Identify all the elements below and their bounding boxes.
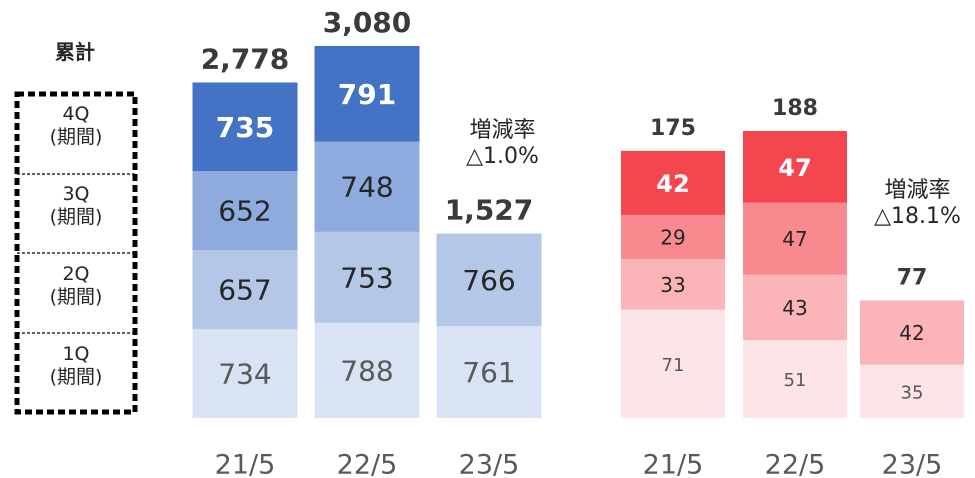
bar-segment [192,171,298,250]
bar-segment [621,259,725,310]
data-label: 657 [218,274,271,307]
x-tick-label: 23/5 [882,450,943,478]
bar-segment [314,46,420,142]
bar-segment [621,214,725,260]
x-tick-label: 22/5 [765,450,826,478]
data-label: 42 [899,321,924,345]
data-label: 43 [782,296,807,320]
data-label: 652 [218,195,271,228]
bar-segment [743,202,847,275]
data-label: 35 [901,382,924,403]
x-tick-label: 21/5 [643,450,704,478]
legend-label: 2Q (期間) [49,263,103,308]
total-label: 1,527 [445,194,534,227]
bar-segment [743,131,847,203]
bar-segment [621,150,725,215]
bar-segment [621,309,725,418]
data-label: 51 [784,370,807,391]
data-label: 766 [462,264,515,297]
legend-label: 1Q (期間) [49,343,103,388]
data-label: 47 [778,154,811,182]
legend-label: 3Q (期間) [49,183,103,228]
x-tick-label: 23/5 [459,450,520,478]
bar-segment [314,231,420,323]
bar-segment [192,249,298,330]
bar-segment [314,141,420,232]
data-label: 788 [340,354,393,387]
annotation: 増減率 △1.0% [466,118,539,170]
total-label: 2,778 [201,42,290,75]
data-label: 734 [218,358,271,391]
bar-segment [743,340,847,418]
data-label: 47 [782,227,807,251]
bar-segment [436,326,542,418]
data-label: 761 [462,356,515,389]
legend-label: 4Q (期間) [49,103,103,148]
data-label: 42 [656,170,689,198]
data-label: 748 [340,171,393,204]
annotation: 増減率 △18.1% [874,178,961,230]
total-label: 77 [897,265,928,290]
bar-segment [192,329,298,418]
data-label: 735 [216,111,274,144]
bar-segment [860,364,964,418]
bar-segment [743,274,847,341]
data-label: 791 [338,78,396,111]
x-tick-label: 21/5 [215,450,276,478]
data-label: 71 [662,355,685,376]
bar-segment [192,82,298,172]
data-label: 33 [660,273,685,297]
data-label: 29 [660,226,685,250]
bar-segment [314,322,420,418]
total-label: 3,080 [323,6,412,39]
x-tick-label: 22/5 [337,450,398,478]
total-label: 188 [772,96,818,121]
bar-segment [436,233,542,327]
bar-segment [860,300,964,365]
total-label: 175 [650,116,696,141]
legend-title: 累計 [55,40,95,64]
data-label: 753 [340,261,393,294]
